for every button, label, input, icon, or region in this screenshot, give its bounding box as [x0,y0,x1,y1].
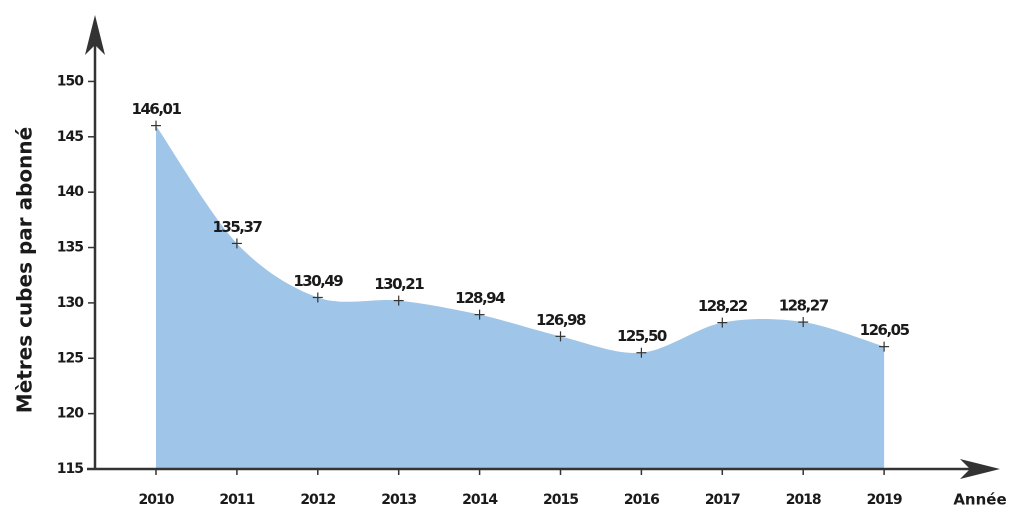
point-marker [312,292,323,303]
point-marker [151,120,161,131]
x-tick-label: 2018 [786,492,821,508]
x-tick-label: 2017 [705,492,740,508]
y-tick-label: 135 [57,240,83,256]
data-label: 135,37 [212,218,262,236]
point-marker [474,309,485,320]
x-tick-label: 2012 [300,492,335,508]
x-axis-title: Année [953,491,1006,509]
y-tick-label: 125 [57,350,83,366]
data-label: 128,22 [698,297,748,315]
data-label: 130,21 [374,275,424,293]
point-marker [231,238,242,249]
x-tick-label: 2010 [139,492,175,508]
point-marker [393,295,404,306]
data-label: 126,05 [860,321,910,339]
point-marker [879,341,890,352]
y-axis-title: Mètres cubes par abonné [13,127,37,413]
x-tick-label: 2014 [462,492,498,508]
data-label: 146,01 [132,100,182,118]
data-label: 128,94 [455,289,505,307]
area [156,125,885,470]
y-tick-label: 140 [57,184,84,200]
y-tick-label: 150 [57,73,84,89]
x-tick-label: 2016 [624,492,659,508]
y-tick-label: 115 [57,461,83,477]
point-marker [717,317,728,328]
data-label: 128,27 [779,297,829,315]
x-tick-label: 2013 [381,492,416,508]
point-marker [798,317,809,328]
y-tick-label: 130 [57,295,84,311]
x-tick-label: 2011 [219,492,254,508]
point-marker [555,331,566,342]
x-tick-label: 2015 [543,492,578,508]
point-marker [636,347,647,358]
y-tick-label: 145 [57,129,83,145]
data-label: 125,50 [617,327,667,345]
x-tick-label: 2019 [867,492,902,508]
y-axis-arrow [85,15,105,55]
data-label: 130,49 [293,272,343,290]
x-axis-arrow [960,459,1000,479]
data-label: 126,98 [536,311,586,329]
y-tick-label: 120 [57,406,84,422]
